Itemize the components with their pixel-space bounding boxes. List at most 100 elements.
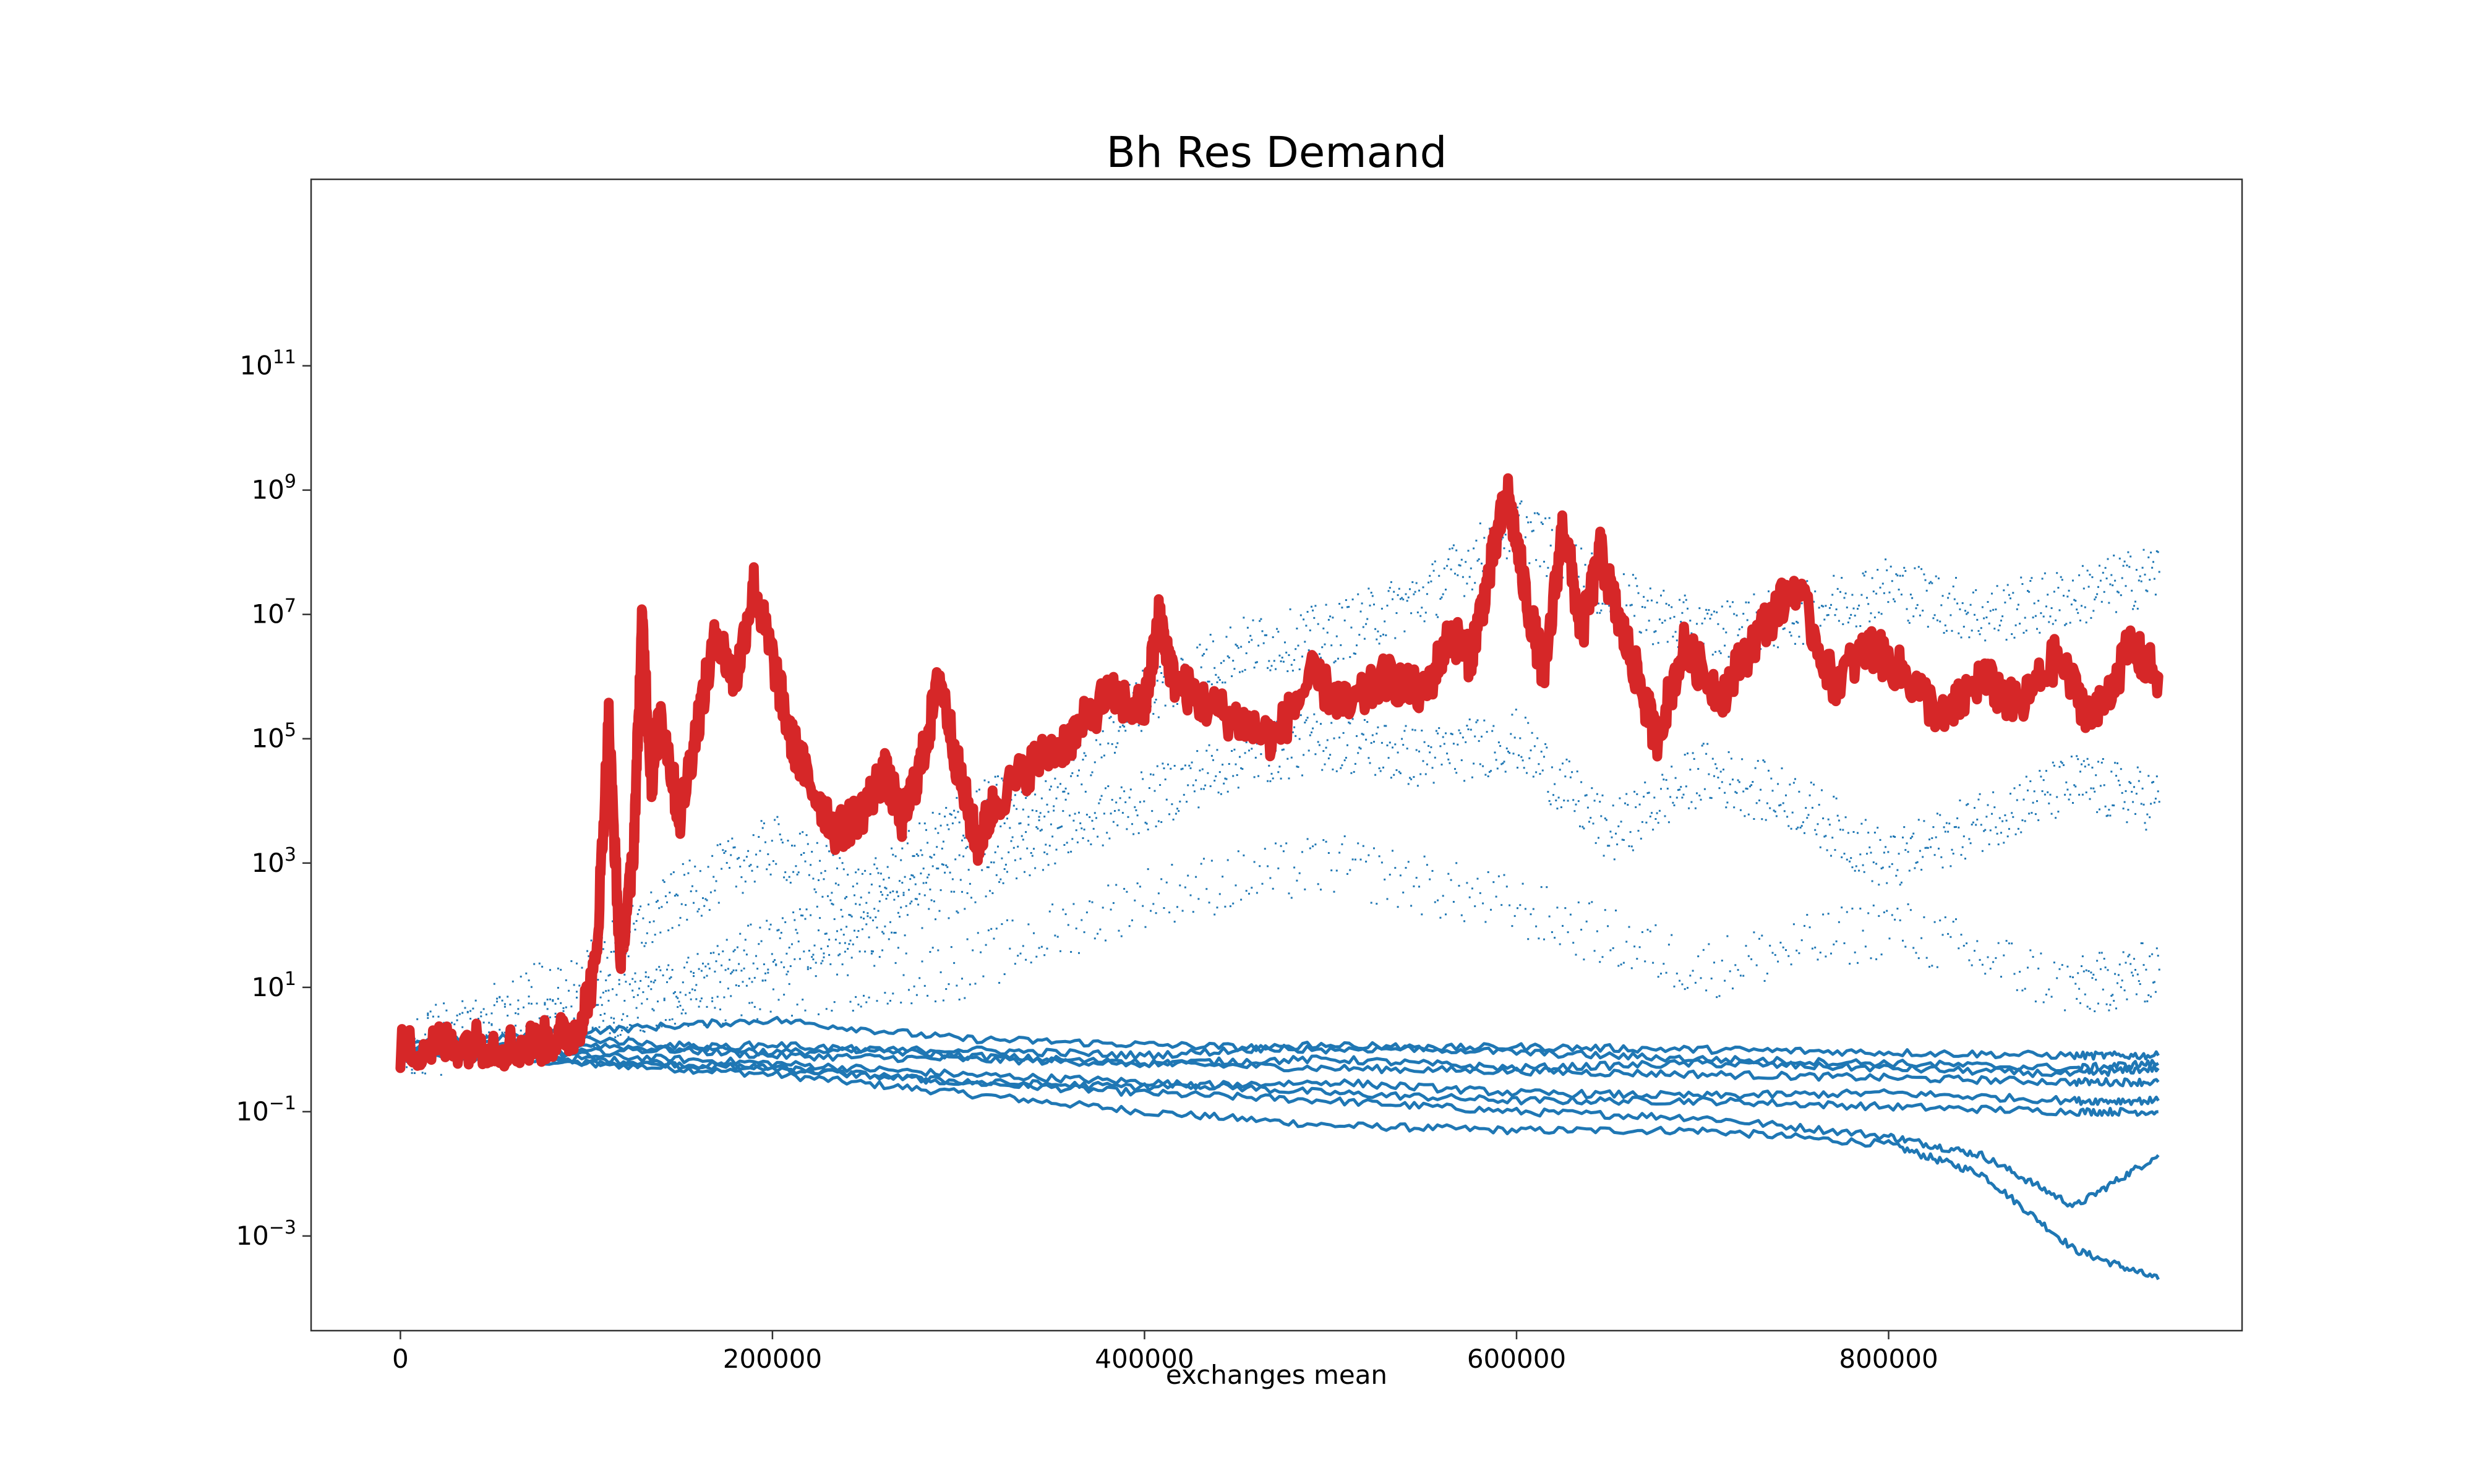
scatter-point [2153, 578, 2155, 580]
scatter-point [1628, 584, 1630, 587]
scatter-point [1967, 803, 1969, 805]
scatter-point [708, 1023, 711, 1025]
scatter-point [958, 999, 961, 1000]
scatter-point [1540, 751, 1543, 753]
scatter-point [1476, 719, 1479, 722]
scatter-point [1588, 821, 1590, 823]
scatter-point [1079, 822, 1082, 824]
scatter-point [1633, 615, 1636, 617]
scatter-point [897, 947, 899, 949]
scatter-point [440, 1073, 442, 1076]
scatter-point [1165, 881, 1168, 884]
scatter-point [1552, 794, 1554, 796]
scatter-point [687, 872, 690, 874]
scatter-point [1747, 601, 1750, 603]
scatter-point [995, 927, 998, 930]
scatter-point [1945, 629, 1948, 632]
scatter-point [1037, 827, 1039, 830]
scatter-point [1102, 730, 1104, 733]
scatter-point [1463, 780, 1466, 782]
scatter-point [2152, 981, 2154, 984]
scatter-point [1362, 626, 1364, 628]
scatter-point [995, 783, 998, 786]
scatter-point [1241, 670, 1244, 673]
scatter-point [909, 902, 912, 905]
scatter-point [779, 834, 781, 835]
scatter-point [766, 919, 768, 922]
scatter-point [1936, 619, 1938, 621]
scatter-point [1540, 886, 1543, 889]
scatter-point [2118, 963, 2121, 966]
scatter-point [605, 990, 607, 992]
scatter-point [690, 970, 692, 973]
scatter-point [1337, 657, 1339, 660]
scatter-point [787, 840, 789, 842]
scatter-point [905, 905, 907, 907]
scatter-point [1888, 866, 1891, 868]
scatter-point [1414, 729, 1416, 731]
scatter-point [1118, 809, 1120, 811]
scatter-point [748, 978, 751, 980]
scatter-point [1486, 731, 1488, 733]
scatter-point [496, 997, 499, 1000]
scatter-point [1717, 777, 1719, 778]
scatter-point [1944, 916, 1946, 918]
scatter-point [797, 871, 800, 874]
scatter-point [1460, 558, 1463, 561]
scatter-point [1948, 592, 1951, 595]
scatter-point [1248, 892, 1250, 895]
scatter-point [1334, 660, 1337, 662]
scatter-point [743, 949, 745, 952]
scatter-point [704, 898, 707, 900]
scatter-point [858, 950, 861, 953]
scatter-point [1924, 579, 1927, 581]
scatter-point [1963, 945, 1965, 947]
scatter-point [1012, 846, 1015, 849]
scatter-point [1405, 593, 1407, 595]
scatter-point [1055, 848, 1058, 851]
scatter-point [1576, 770, 1578, 773]
scatter-point [1341, 843, 1343, 845]
scatter-point [1992, 961, 1995, 963]
scatter-point [1072, 819, 1075, 822]
scatter-point [1008, 851, 1010, 853]
scatter-point [677, 1006, 679, 1009]
scatter-point [1159, 665, 1162, 668]
scatter-point [994, 775, 996, 778]
scatter-point [2001, 615, 2004, 618]
scatter-point [1039, 829, 1042, 832]
scatter-point [2040, 952, 2042, 955]
scatter-point [1154, 701, 1156, 704]
y-tick-label: 10−1 [236, 1093, 296, 1127]
scatter-point [1407, 861, 1410, 863]
scatter-point [1993, 806, 1996, 809]
scatter-point [1739, 974, 1742, 977]
scatter-point [1586, 806, 1589, 809]
scatter-point [1718, 787, 1721, 790]
scatter-point [1095, 817, 1097, 819]
scatter-point [1378, 767, 1380, 769]
scatter-point [691, 988, 693, 991]
scatter-point [1378, 642, 1380, 645]
scatter-point [849, 914, 852, 916]
scatter-point [1108, 717, 1111, 719]
scatter-point [1208, 680, 1210, 683]
scatter-point [2032, 801, 2034, 804]
scatter-point [842, 934, 845, 936]
scatter-point [1269, 669, 1272, 672]
scatter-point [1467, 728, 1470, 730]
scatter-point [1175, 812, 1177, 815]
scatter-point [1640, 837, 1642, 840]
scatter-point [1617, 825, 1620, 827]
scatter-point [2089, 798, 2091, 800]
scatter-point [1804, 832, 1805, 834]
scatter-point [1894, 600, 1896, 603]
scatter-point [1671, 934, 1673, 936]
scatter-point [2107, 558, 2109, 560]
scatter-point [623, 1000, 626, 1002]
scatter-point [1989, 610, 1992, 612]
scatter-point [2151, 566, 2154, 569]
scatter-point [1564, 775, 1567, 778]
scatter-point [2077, 758, 2079, 761]
scatter-point [703, 1024, 706, 1026]
